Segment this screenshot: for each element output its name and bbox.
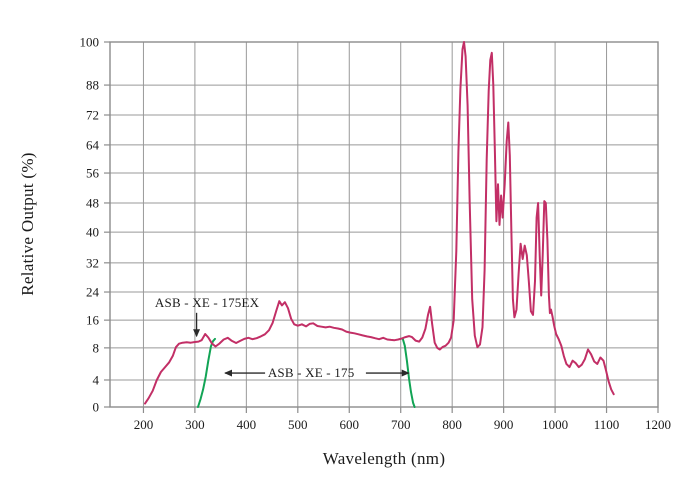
label-asb-xe-175: ASB - XE - 175 [268, 365, 355, 380]
x-tick-label: 300 [185, 417, 205, 432]
x-tick-label: 700 [391, 417, 411, 432]
xenon-lamp-spectrum-curve [144, 41, 615, 405]
x-axis-title: Wavelength (nm) [322, 449, 446, 468]
x-tick-labels: 200 300 400 500 600 700 800 900 1000 1100 1200 [134, 417, 671, 432]
x-tick-label: 200 [134, 417, 154, 432]
y-tick-label: 24 [86, 285, 100, 300]
gridlines [110, 42, 658, 407]
x-tick-label: 1100 [594, 417, 620, 432]
y-tick-label: 100 [80, 35, 100, 50]
x-tick-label: 1000 [542, 417, 568, 432]
x-tick-label: 1200 [645, 417, 671, 432]
x-tick-label: 900 [494, 417, 514, 432]
tick-marks [104, 41, 659, 413]
y-tick-label: 4 [93, 372, 100, 387]
label-asb-xe-175ex: ASB - XE - 175EX [155, 295, 260, 310]
plot-border [109, 41, 659, 408]
annotations: ASB - XE - 175EX ASB - XE - 175 [155, 295, 410, 380]
x-tick-label: 600 [340, 417, 360, 432]
x-tick-label: 400 [237, 417, 257, 432]
y-tick-label: 0 [93, 400, 100, 415]
asb-xe-175-lower-cutoff-curve [197, 337, 216, 408]
x-tick-label: 800 [442, 417, 462, 432]
asb-xe-175-upper-cutoff-curve [401, 337, 416, 408]
y-tick-label: 64 [86, 137, 100, 152]
y-tick-label: 16 [86, 313, 100, 328]
x-tick-label: 500 [288, 417, 308, 432]
y-tick-label: 8 [93, 340, 100, 355]
y-tick-label: 48 [86, 195, 99, 210]
y-tick-label: 72 [86, 108, 99, 123]
y-tick-label: 40 [86, 225, 99, 240]
y-tick-label: 88 [86, 78, 99, 93]
y-tick-label: 32 [86, 255, 99, 270]
y-tick-label: 56 [86, 166, 100, 181]
y-axis-title: Relative Output (%) [18, 152, 37, 296]
